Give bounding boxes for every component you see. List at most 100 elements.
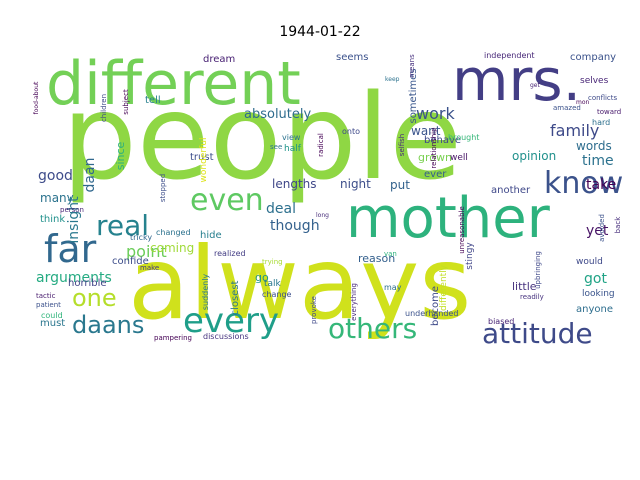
word-upbringing: upbringing bbox=[534, 251, 542, 289]
word-put: put bbox=[390, 178, 410, 192]
word-always: always bbox=[128, 225, 471, 342]
word-looking: looking bbox=[582, 289, 615, 299]
word-many: many bbox=[40, 191, 74, 205]
word-daans: daans bbox=[72, 311, 144, 339]
word-know: know bbox=[544, 166, 623, 201]
word-different: different bbox=[46, 49, 301, 119]
word-stingy: stingy bbox=[465, 242, 475, 270]
word-would: would bbox=[576, 257, 603, 267]
word-trying: trying bbox=[262, 258, 283, 266]
word-relationship: relationship bbox=[430, 127, 438, 169]
word-insight: insight bbox=[66, 196, 82, 244]
word-lengths: lengths bbox=[272, 177, 317, 191]
word-closest: closest bbox=[230, 280, 241, 315]
word-biased: biased bbox=[488, 317, 514, 326]
word-night: night bbox=[340, 177, 371, 191]
word-trust: trust bbox=[190, 152, 214, 163]
word-words: words bbox=[576, 139, 612, 153]
word-subject: subject bbox=[122, 89, 130, 115]
word-think: think bbox=[40, 214, 65, 225]
word-got: got bbox=[584, 271, 607, 287]
word-deal: deal bbox=[266, 201, 296, 217]
word-back: back bbox=[614, 216, 622, 234]
word-company: company bbox=[570, 52, 616, 63]
word-person: person bbox=[60, 206, 84, 214]
word-van: van bbox=[384, 250, 397, 258]
word-sometimes: sometimes bbox=[408, 68, 419, 123]
word-opinion: opinion bbox=[512, 149, 556, 163]
word-get: get bbox=[530, 82, 541, 89]
word-hard: hard bbox=[592, 118, 610, 127]
word-mon: mon bbox=[576, 99, 590, 106]
word-confide: confide bbox=[112, 256, 149, 267]
word-yet: yet bbox=[586, 223, 609, 239]
word-coming: coming bbox=[150, 241, 194, 255]
word-behave: behave bbox=[424, 135, 461, 146]
word-see: see bbox=[270, 143, 282, 151]
word-mrs: mrs. bbox=[452, 46, 581, 114]
word-talk: talk bbox=[264, 279, 282, 289]
word-selfish: selfish bbox=[398, 134, 406, 156]
word-ever: ever bbox=[424, 169, 447, 180]
word-another: another bbox=[491, 185, 531, 196]
word-hide: hide bbox=[200, 230, 222, 241]
word-time: time bbox=[582, 153, 614, 169]
word-dream: dream bbox=[203, 54, 235, 65]
word-avoided: avoided bbox=[598, 214, 606, 242]
word-since: since bbox=[114, 141, 127, 170]
word-conflicts: conflicts bbox=[588, 94, 618, 102]
word-grown: grown bbox=[418, 151, 452, 164]
word-real: real bbox=[96, 209, 149, 242]
word-little: little bbox=[512, 280, 537, 293]
word-changed: changed bbox=[156, 228, 191, 237]
word-go: go bbox=[255, 271, 269, 284]
word-absolutely: absolutely bbox=[244, 107, 312, 122]
word-toward: toward bbox=[597, 108, 621, 116]
chart-title: 1944-01-22 bbox=[279, 24, 361, 40]
word-take: take bbox=[586, 177, 616, 193]
word-long: long bbox=[316, 212, 329, 219]
word-children: children bbox=[100, 94, 108, 122]
word-must: must bbox=[40, 318, 65, 329]
word-become: become bbox=[430, 286, 441, 326]
word-want: want bbox=[411, 124, 441, 138]
word-may: may bbox=[384, 283, 402, 292]
word-keep: keep bbox=[385, 76, 400, 83]
word-seems: seems bbox=[336, 52, 368, 63]
word-others: others bbox=[328, 312, 417, 345]
word-reason: reason bbox=[358, 252, 395, 265]
word-radical: radical bbox=[317, 133, 325, 157]
word-attitude: attitude bbox=[482, 317, 593, 350]
word-everything: everything bbox=[350, 283, 358, 321]
word-every: every bbox=[183, 301, 279, 341]
word-good: good bbox=[38, 168, 73, 184]
word-horrible: horrible bbox=[68, 278, 107, 289]
word-view: view bbox=[282, 133, 301, 142]
word-point: point bbox=[126, 242, 167, 261]
word-patient: patient bbox=[36, 301, 61, 309]
word-means: means bbox=[408, 54, 416, 78]
word-mother: mother bbox=[346, 186, 551, 251]
word-stopped: stopped bbox=[159, 174, 167, 202]
word-far: far bbox=[44, 227, 97, 271]
word-arguments: arguments bbox=[36, 270, 112, 286]
word-change: change bbox=[262, 290, 292, 299]
word-though: though bbox=[270, 218, 320, 234]
word-tactic: tactic bbox=[36, 292, 56, 300]
word-pampering: pampering bbox=[154, 334, 192, 342]
word-differently: differently bbox=[439, 264, 449, 311]
word-readily: readily bbox=[520, 293, 544, 301]
word-onto: onto bbox=[342, 127, 360, 136]
word-one: one bbox=[72, 284, 117, 312]
word-wonderful: wonderful bbox=[199, 138, 209, 183]
word-independent: independent bbox=[484, 51, 535, 60]
word-people: people bbox=[62, 68, 462, 206]
word-discussions: discussions bbox=[203, 332, 249, 341]
word-tricky: tricky bbox=[130, 233, 152, 242]
word-family: family bbox=[550, 121, 599, 140]
word-brought: brought bbox=[448, 133, 479, 142]
word-daan: daan bbox=[82, 158, 98, 193]
word-selves: selves bbox=[580, 76, 609, 86]
word-well: well bbox=[450, 153, 468, 163]
